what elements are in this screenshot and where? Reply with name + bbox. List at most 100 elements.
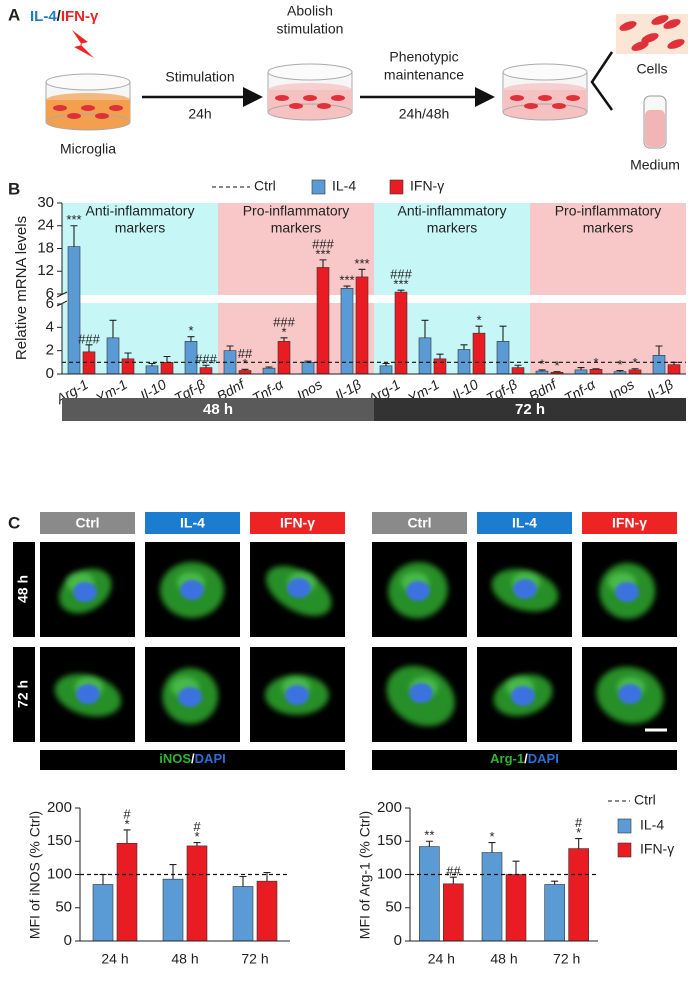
significance: *	[124, 816, 129, 831]
nucleus	[406, 581, 430, 601]
y-axis-label: MFI of iNOS (% Ctrl)	[27, 811, 43, 939]
bar	[277, 341, 291, 375]
x-tick-label: 48 h	[171, 951, 198, 967]
step-label: maintenance	[384, 67, 464, 83]
cell-icon	[524, 103, 538, 109]
legend-swatch	[617, 842, 632, 858]
error-bar	[85, 344, 93, 352]
error-bar	[202, 364, 210, 368]
significance: *	[489, 829, 494, 844]
legend-label: IFN-γ	[410, 178, 444, 194]
split-arrow	[590, 51, 614, 111]
significance: ***	[315, 246, 330, 261]
dish-rim	[267, 63, 353, 81]
dish-base	[502, 103, 588, 121]
dish-surface	[46, 93, 130, 107]
error-bar	[488, 842, 496, 853]
bar	[116, 842, 138, 942]
cell-icon	[289, 103, 303, 109]
caption-bar	[40, 750, 345, 770]
y-tick-label: 6	[46, 295, 54, 312]
error-bar	[631, 368, 639, 370]
y-tick-label: 6	[46, 285, 54, 302]
significance: *	[188, 323, 193, 338]
y-tick-label: 12	[37, 262, 54, 279]
bar	[667, 364, 681, 375]
bar	[472, 332, 486, 375]
dish-rim	[502, 63, 588, 81]
column-label: Ctrl	[75, 515, 99, 531]
x-tick-label: 24 h	[428, 951, 455, 967]
bar	[340, 288, 354, 375]
column-header	[477, 512, 572, 534]
error-bar	[449, 876, 457, 884]
significance: *	[476, 313, 481, 328]
nucleus	[615, 582, 639, 602]
cell-icon	[667, 39, 685, 49]
panel-label: A	[8, 5, 20, 24]
column-header	[372, 512, 467, 534]
row-label: 48 h	[15, 575, 31, 603]
step-time: 24h/48h	[399, 106, 450, 122]
stimuli: IL-4/IFN-γ	[30, 8, 99, 25]
y-tick-label: 150	[377, 832, 402, 849]
group-label: 48 h	[203, 401, 233, 418]
x-tick-label: 72 h	[553, 951, 580, 967]
y-tick-label: 24	[37, 217, 54, 234]
dish-surface	[268, 83, 352, 97]
y-axis-label: MFI of Arg-1 (% Ctrl)	[357, 811, 373, 939]
significance: #	[575, 815, 583, 830]
bar	[418, 337, 432, 375]
cell-icon	[538, 95, 552, 101]
bar	[574, 369, 588, 375]
nucleus	[618, 684, 642, 704]
column-header	[40, 512, 135, 534]
x-tick-label: 48 h	[490, 951, 517, 967]
error-bar	[575, 838, 583, 849]
bar	[232, 886, 254, 942]
cell-icon	[303, 95, 317, 101]
caption-bar	[372, 750, 677, 770]
bar	[186, 845, 208, 942]
bar	[544, 884, 565, 942]
caption-part: iNOS	[159, 751, 191, 766]
error-bar	[265, 366, 273, 369]
group-bar	[374, 398, 686, 421]
cell-icon	[81, 105, 95, 111]
y-tick-label: 100	[377, 865, 402, 882]
significance: **	[424, 828, 434, 843]
column-label: IFN-γ	[612, 515, 647, 531]
y-tick-label: 200	[377, 799, 402, 816]
significance: #	[193, 819, 201, 834]
nucleus	[511, 686, 535, 706]
significance: ###	[273, 314, 295, 329]
error-bar	[551, 880, 559, 885]
significance: *	[632, 355, 637, 370]
significance: *	[617, 357, 622, 372]
error-bar	[148, 362, 156, 366]
nucleus	[180, 580, 204, 600]
region-label: Anti-inflammatory	[398, 203, 507, 219]
bar	[481, 852, 503, 942]
column-header	[250, 512, 345, 534]
output-label: Cells	[636, 61, 667, 77]
bar	[511, 367, 525, 375]
bar	[160, 362, 174, 375]
error-bar	[226, 345, 234, 351]
legend-label: IL-4	[332, 178, 356, 194]
caption-part: Arg-1	[490, 751, 524, 766]
error-bar	[460, 344, 468, 350]
bar	[199, 367, 213, 375]
error-bar	[99, 873, 107, 885]
legend-swatch	[617, 818, 632, 834]
step-time: 24h	[188, 106, 211, 122]
step-label: Phenotypic	[389, 49, 458, 65]
bar	[652, 355, 666, 375]
y-tick-label: 0	[64, 932, 72, 949]
error-bar	[280, 337, 288, 342]
error-bar	[343, 285, 351, 289]
step-label: stimulation	[277, 21, 344, 37]
error-bar	[499, 325, 507, 342]
bar	[106, 337, 120, 375]
significance: ##	[446, 864, 461, 879]
